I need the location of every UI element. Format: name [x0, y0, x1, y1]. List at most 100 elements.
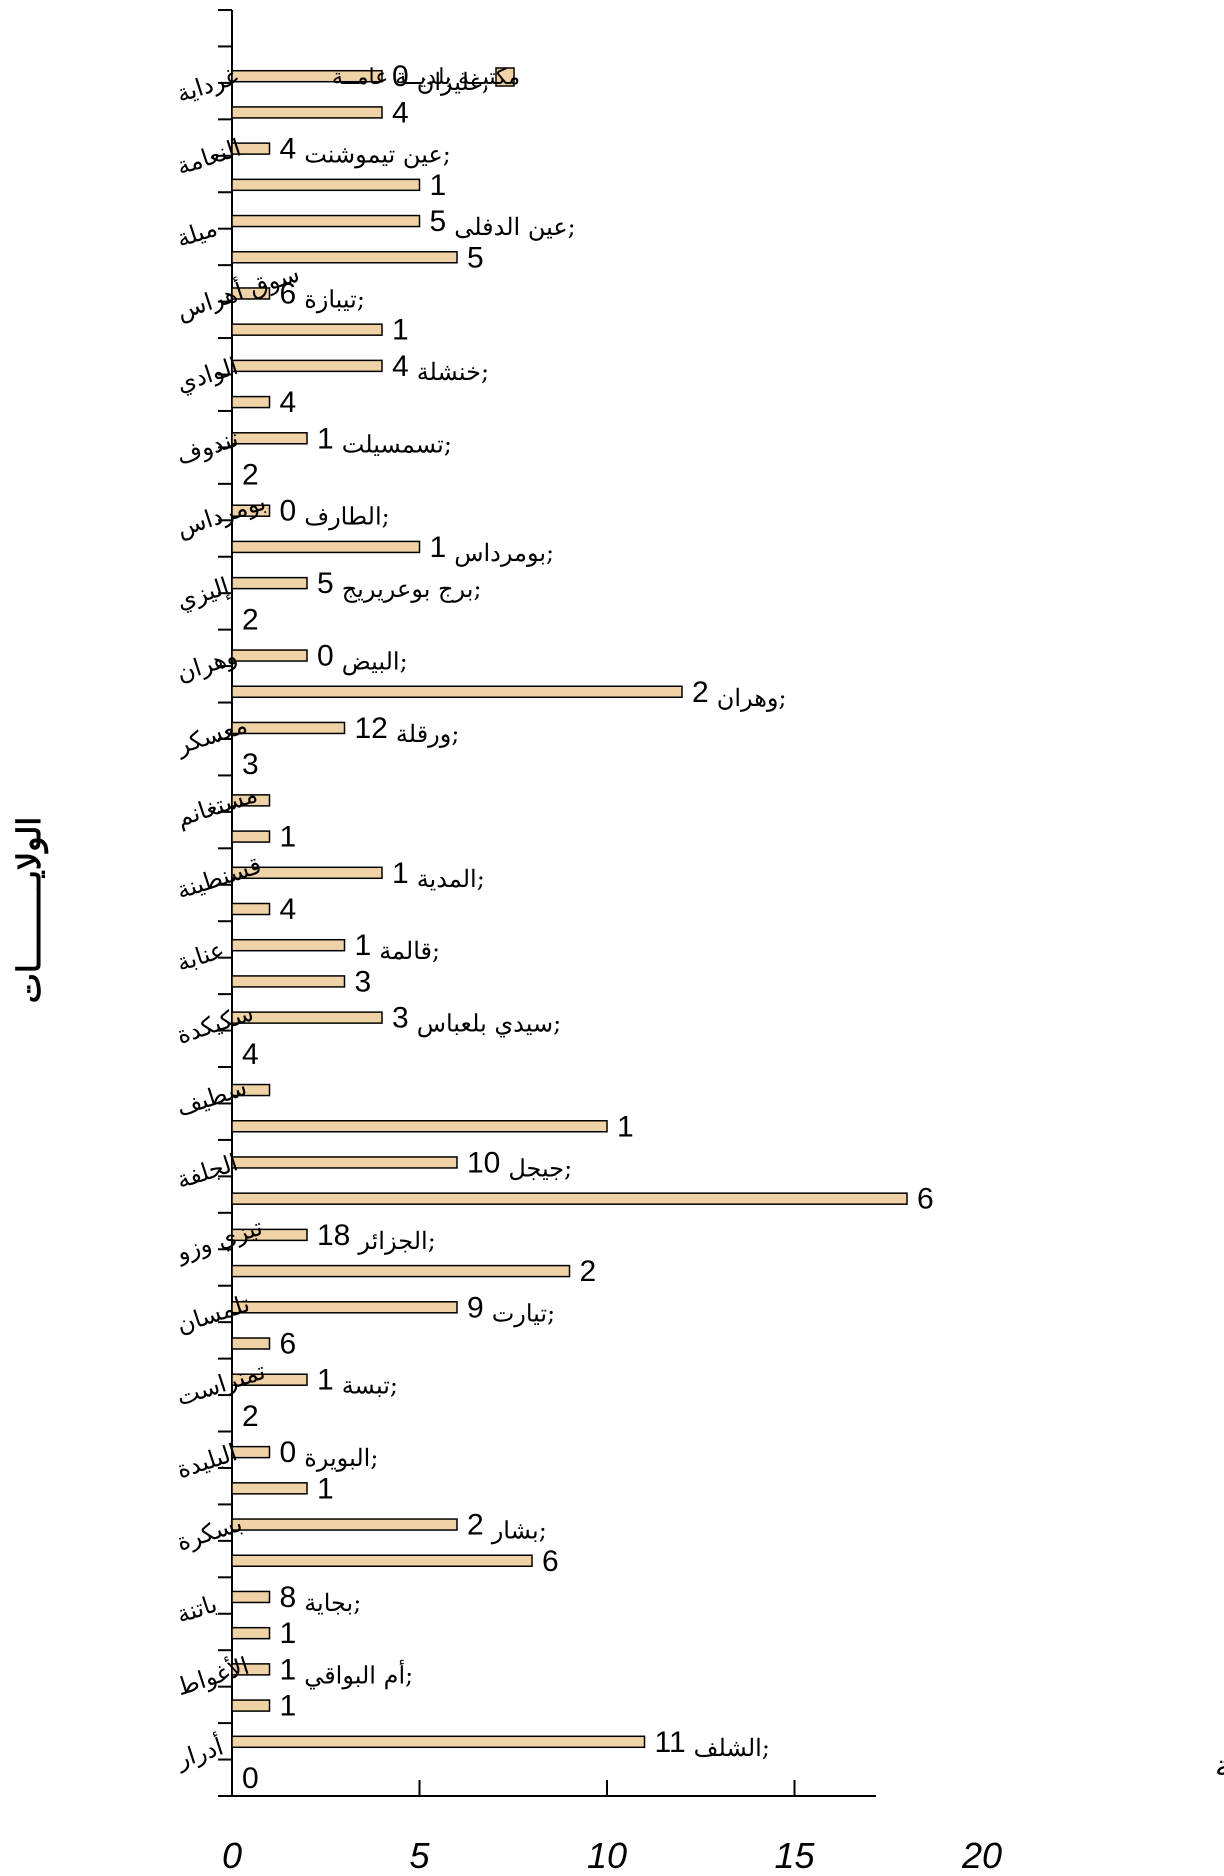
bar-label: 6 [280, 1328, 297, 1361]
bar [231, 649, 308, 662]
bar-label: 1 [617, 1110, 634, 1143]
bar [231, 1445, 271, 1459]
bar [231, 1083, 271, 1097]
bar-label: 6 [917, 1183, 934, 1216]
x-tick-label: 10 [587, 1835, 627, 1876]
bar [231, 251, 458, 264]
y-axis-label: سوق أهراس [172, 257, 303, 326]
bar-labels: 011 الشلف;11 أم البواقي;18 بجاية;62 بشار;10 ا… [242, 60, 934, 1795]
bar [231, 685, 683, 698]
bar [231, 504, 271, 517]
bar [231, 142, 271, 155]
bar-label: 1 [280, 1690, 297, 1723]
bar-label: 6 [542, 1545, 559, 1578]
bar [231, 1626, 271, 1640]
bar-label: 0 [242, 1762, 259, 1795]
y-axis-label: النعامة [173, 134, 244, 181]
bar [231, 938, 346, 952]
x-tick-label: 20 [961, 1835, 1002, 1876]
bar-label: 5 برج بوعريريج; [317, 567, 482, 603]
bar [231, 69, 383, 83]
bar-series [231, 69, 908, 1749]
bar-label: 4 خنشلة; [392, 350, 489, 386]
bar-label: 1 بومرداس; [430, 531, 555, 567]
bar [231, 975, 346, 988]
bar [231, 721, 346, 735]
bar-label: 4 [280, 893, 297, 926]
bar-label: 0 البيض; [317, 640, 408, 676]
y-axis-label: الأغواط [173, 1650, 253, 1701]
y-axis-title: الولايـــــــــات [10, 817, 49, 1004]
bar [231, 1699, 271, 1712]
y-axis-label: بسكرة [173, 1509, 246, 1556]
bar [231, 178, 421, 192]
bar [231, 830, 271, 843]
x-tick-label: 0 [222, 1835, 242, 1876]
bar [231, 902, 271, 916]
bar [231, 1590, 271, 1604]
legend: مكتبــة بلديــة عامــة [332, 65, 520, 90]
bar [231, 794, 271, 807]
bar-label: 1 [280, 1617, 297, 1650]
y-axis-label: معسكر [172, 711, 250, 760]
bar [231, 106, 383, 119]
bar [231, 1482, 308, 1495]
y-axis-label: مستغانم [173, 780, 261, 832]
bar [231, 323, 383, 336]
bar-label: 1 [392, 314, 409, 347]
y-axis-label: إليزي [173, 572, 232, 615]
bar [231, 287, 271, 300]
bar [231, 1120, 608, 1133]
x-axis-title: عدد المكتبات العامة البلدية [1215, 1749, 1224, 1784]
bar-label: 2 [242, 1400, 259, 1433]
legend-label: مكتبــة بلديــة عامــة [332, 65, 520, 90]
bar [231, 1264, 571, 1278]
bar [231, 1192, 908, 1205]
bar [231, 540, 421, 554]
bar-label: 8 بجاية; [280, 1581, 362, 1617]
bar-label: 0 غليزان; [392, 60, 490, 96]
y-axis-label: قسنطينة [173, 851, 265, 905]
bar-label: 9 تيارت; [467, 1291, 555, 1327]
bar [231, 1518, 458, 1531]
y-axis-label: تلمسان [173, 1289, 253, 1339]
bar-label: 5 عين الدفلى; [430, 205, 576, 241]
bar-label: 5 [467, 241, 484, 274]
y-axis-label: أدرار [171, 1730, 226, 1774]
bar-label: 3 سيدي بلعباس; [392, 1002, 561, 1038]
bar [231, 432, 308, 445]
bar-label: 18 الجزائر; [317, 1219, 436, 1255]
bar-label: 1 [317, 1472, 334, 1505]
bar [231, 866, 383, 880]
y-axis-label: تيزي وزو [172, 1213, 266, 1267]
bar-label: 4 عين تيموشنت; [280, 133, 451, 169]
bar-label: 4 [280, 386, 297, 419]
y-axis-label: البليدة [173, 1438, 240, 1484]
bar [231, 1373, 308, 1386]
bar [231, 576, 308, 590]
bar [231, 1011, 383, 1024]
x-tick-label: 15 [774, 1835, 815, 1876]
bar [231, 1735, 646, 1749]
x-tick-label: 5 [409, 1835, 430, 1876]
y-axis-label: بومرداس [173, 488, 269, 543]
bar-label: 2 [242, 603, 259, 636]
y-axis-label: سطيف [173, 1073, 250, 1122]
bar-label: 2 وهران; [692, 676, 787, 712]
bar [231, 1156, 458, 1169]
bar-label: 3 [355, 965, 372, 998]
bar [231, 359, 383, 373]
bar-label: 2 بشار; [467, 1509, 547, 1545]
legend-swatch [495, 67, 515, 87]
bar-label: 1 أم البواقي; [280, 1653, 414, 1689]
bar-label: 1 المدية; [392, 857, 485, 893]
bar-label: 0 الطارف; [280, 495, 390, 531]
bar-label: 1 قالمة; [355, 929, 441, 965]
y-axis-label: وهران [173, 642, 240, 688]
bar [231, 1337, 271, 1350]
y-axis-label: باتنة [173, 1590, 220, 1629]
y-axis-label: ميلة [173, 214, 221, 253]
bar-label: 2 [580, 1255, 597, 1288]
bar [231, 1301, 458, 1314]
